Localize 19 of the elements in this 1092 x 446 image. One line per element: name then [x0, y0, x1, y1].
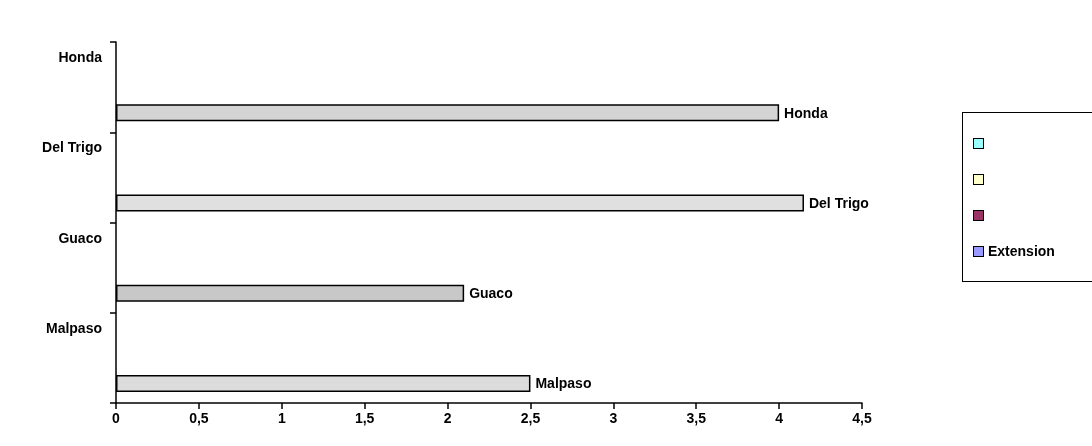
x-tick-label: 0,5 — [189, 410, 209, 426]
x-tick-label: 3 — [609, 410, 618, 426]
x-tick-label: 1 — [277, 410, 286, 426]
x-tick-label: 4 — [775, 410, 784, 426]
y-tick-label: Del Trigo — [42, 139, 102, 156]
data-label: Del Trigo — [808, 194, 869, 211]
x-tick-label: 1,5 — [354, 410, 375, 426]
x-tick-label: 3,5 — [686, 410, 707, 426]
x-tick-label: 0 — [112, 410, 121, 426]
x-tick-label: 4,5 — [852, 410, 872, 426]
x-tick-label: 2 — [443, 410, 452, 426]
text: Extension — [988, 243, 1055, 259]
y-tick-label: Guaco — [58, 229, 102, 246]
data-label: Honda — [784, 104, 828, 121]
data-label: Malpaso — [535, 375, 592, 392]
y-tick-label: Honda — [58, 49, 103, 66]
y-tick-label: Malpaso — [45, 319, 102, 336]
x-tick-label: 2,5 — [520, 410, 541, 426]
data-label: Guaco — [469, 285, 513, 302]
